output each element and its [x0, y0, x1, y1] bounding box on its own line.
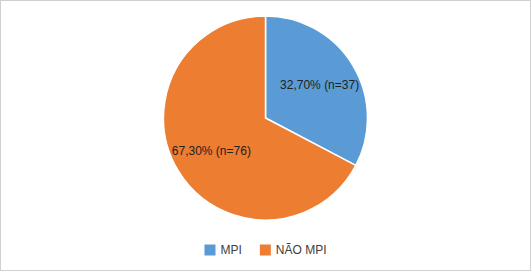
- chart: 32,70% (n=37) 67,30% (n=76) MPI NÃO MPI: [0, 0, 531, 271]
- slice: [164, 16, 356, 220]
- legend-label: NÃO MPI: [276, 243, 327, 257]
- legend-label: MPI: [220, 243, 241, 257]
- legend-swatch: [204, 245, 215, 256]
- background: [1, 1, 531, 271]
- data-labels: 32,70% (n=37) 67,30% (n=76): [172, 78, 359, 157]
- legend-swatch: [260, 245, 271, 256]
- data-label: 32,70% (n=37): [280, 78, 359, 92]
- pie: [164, 16, 368, 220]
- data-label: 67,30% (n=76): [172, 144, 251, 158]
- legend: MPI NÃO MPI: [204, 243, 326, 257]
